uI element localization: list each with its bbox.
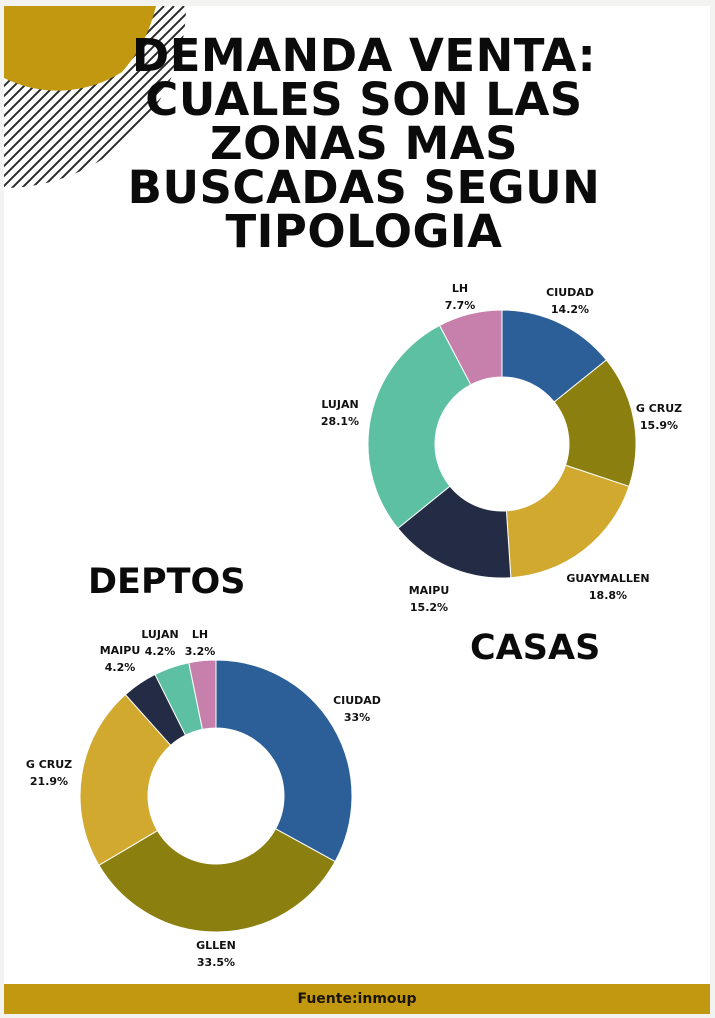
slice-lujan — [367, 324, 472, 530]
slice-value-label: 14.2% — [551, 303, 589, 316]
slice-label: LH — [452, 282, 468, 295]
slice-label: CIUDAD — [546, 286, 594, 299]
slice-lh — [438, 309, 503, 386]
slice-label: LUJAN — [141, 628, 178, 641]
slice-g-cruz — [79, 693, 172, 866]
footer-bar: Fuente:inmoup — [4, 984, 710, 1014]
gold-corner-shape — [4, 6, 156, 91]
slice-value-label: 28.1% — [321, 415, 359, 428]
deptos-chart-title: DEPTOS — [88, 562, 246, 602]
slice-value-label: 15.2% — [410, 601, 448, 614]
slice-label: CIUDAD — [333, 694, 381, 707]
casas-chart-title: CASAS — [470, 628, 601, 668]
donut-hole — [148, 728, 284, 864]
slice-label: LH — [192, 628, 208, 641]
casas-donut-chart: CIUDAD 14.2% G CRUZ 15.9% GUAYMALLEN 18.8% MAI… — [321, 282, 682, 614]
slice-value-label: 33.5% — [197, 956, 235, 969]
slice-lh — [188, 659, 217, 730]
slice-label: G CRUZ — [636, 402, 682, 415]
slice-label: G CRUZ — [26, 758, 72, 771]
page-title: DEMANDA VENTA: CUALES SON LAS ZONAS MAS … — [127, 29, 601, 258]
corner-decoration — [4, 6, 186, 188]
deptos-donut-chart: CIUDAD 33% GLLEN 33.5% G CRUZ 21.9% MAIPU 4.2% L… — [26, 628, 381, 969]
slice-value-label: 33% — [344, 711, 370, 724]
slice-label: GUAYMALLEN — [566, 572, 649, 585]
slice-label: LUJAN — [321, 398, 358, 411]
slice-label: MAIPU — [100, 644, 141, 657]
slice-value-label: 21.9% — [30, 775, 68, 788]
donut-charts: CIUDAD 14.2% G CRUZ 15.9% GUAYMALLEN 18.8% MAI… — [26, 282, 682, 969]
footer-source: Fuente:inmoup — [297, 991, 417, 1007]
slice-gllen — [98, 828, 336, 933]
slice-label: MAIPU — [409, 584, 450, 597]
donut-hole — [435, 377, 569, 511]
slice-value-label: 4.2% — [145, 645, 176, 658]
slice-value-label: 4.2% — [105, 661, 136, 674]
infographic-page: DEMANDA VENTA: CUALES SON LAS ZONAS MAS … — [4, 6, 710, 1014]
slice-value-label: 15.9% — [640, 419, 678, 432]
slice-value-label: 3.2% — [185, 645, 216, 658]
slice-ciudad — [215, 659, 353, 863]
slice-value-label: 7.7% — [445, 299, 476, 312]
slice-guaymallen — [505, 464, 630, 579]
slice-value-label: 18.8% — [589, 589, 627, 602]
slice-label: GLLEN — [196, 939, 236, 952]
